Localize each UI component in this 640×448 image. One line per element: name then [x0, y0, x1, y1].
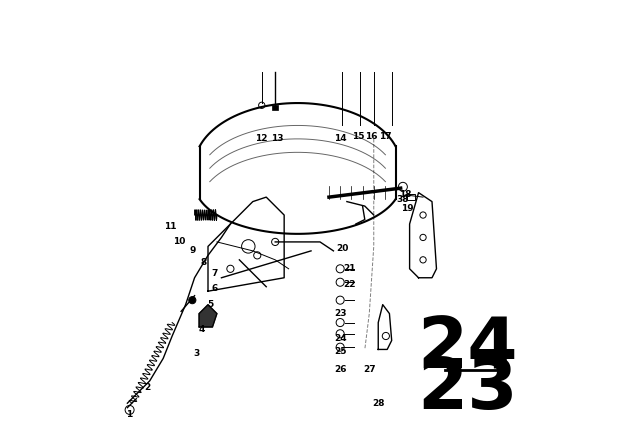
Text: 1: 1	[127, 410, 132, 419]
Text: 23: 23	[334, 309, 346, 318]
Text: 8: 8	[200, 258, 207, 267]
Text: 24: 24	[417, 315, 518, 384]
Text: 19: 19	[401, 204, 413, 213]
Bar	[407, 194, 415, 200]
Text: 18: 18	[399, 190, 412, 199]
Text: 15: 15	[352, 132, 364, 141]
Text: 10: 10	[173, 237, 185, 246]
Text: 38: 38	[397, 195, 409, 204]
Text: 11: 11	[164, 222, 176, 231]
Polygon shape	[199, 305, 217, 327]
Bar	[272, 105, 278, 110]
Text: 24: 24	[334, 334, 346, 343]
Text: 21: 21	[343, 264, 355, 273]
Text: 3: 3	[194, 349, 200, 358]
Text: 28: 28	[372, 399, 385, 408]
Text: 14: 14	[334, 134, 346, 143]
Text: 22: 22	[343, 280, 355, 289]
Circle shape	[189, 297, 196, 304]
Text: 20: 20	[336, 244, 349, 253]
Text: 23: 23	[417, 355, 518, 424]
Text: 17: 17	[379, 132, 391, 141]
Text: 5: 5	[207, 300, 213, 309]
Text: 6: 6	[212, 284, 218, 293]
Text: 26: 26	[334, 365, 346, 374]
Text: 12: 12	[255, 134, 268, 143]
Text: 25: 25	[334, 347, 346, 356]
Text: 16: 16	[365, 132, 378, 141]
Text: 4: 4	[198, 325, 204, 334]
Text: 2: 2	[145, 383, 150, 392]
Text: 27: 27	[363, 365, 376, 374]
Circle shape	[398, 182, 408, 191]
Text: 13: 13	[271, 134, 284, 143]
Text: 9: 9	[189, 246, 195, 255]
Text: 7: 7	[212, 269, 218, 278]
